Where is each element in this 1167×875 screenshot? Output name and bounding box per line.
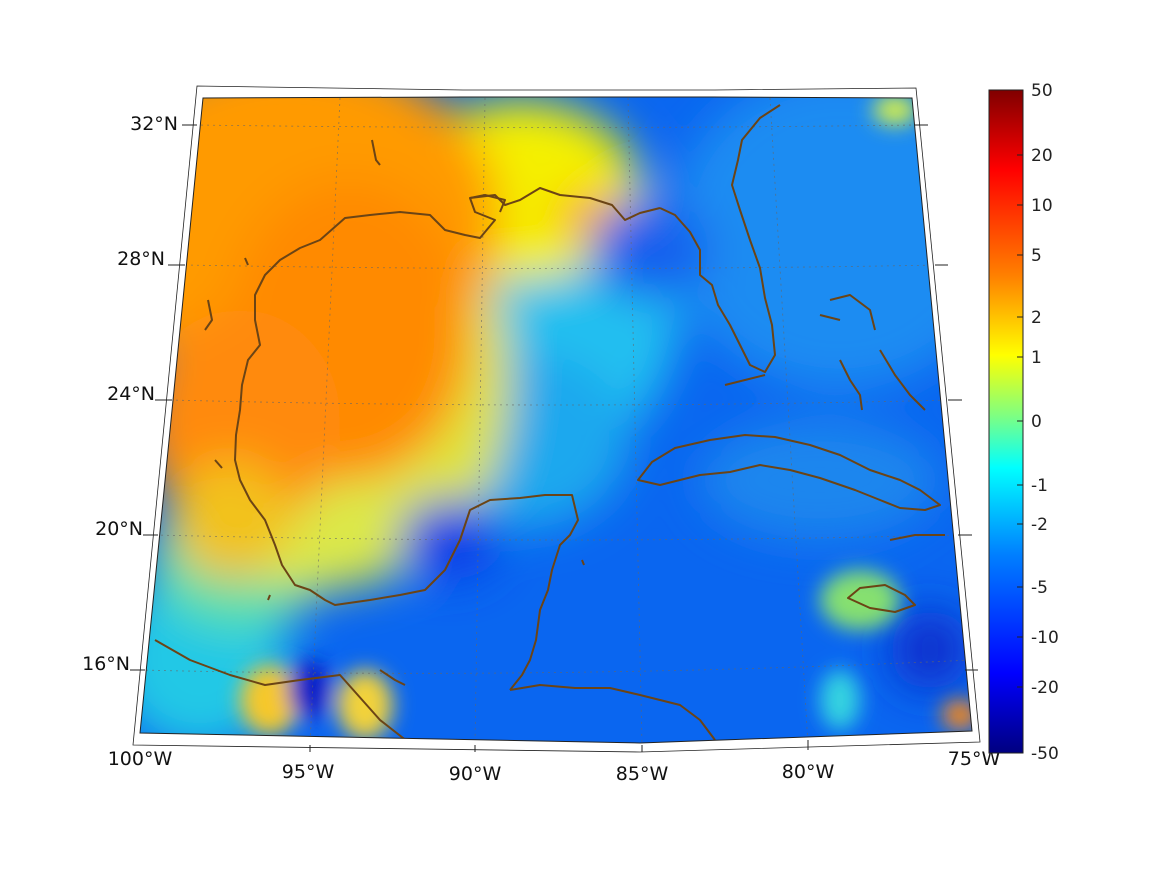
colorbar-tick: 50 (1031, 81, 1053, 101)
lat-label: 28°N (117, 248, 165, 270)
lat-label: 24°N (107, 383, 155, 405)
lon-label: 80°W (782, 761, 835, 783)
lon-label: 90°W (449, 763, 502, 785)
map-frame (139, 96, 973, 744)
coastlines (154, 104, 945, 743)
colorbar-tick: 2 (1031, 308, 1042, 328)
lon-label: 85°W (616, 763, 669, 785)
colorbar-tick: 1 (1031, 348, 1042, 368)
data-field (140, 97, 972, 743)
colorbar-tick: -10 (1031, 628, 1059, 648)
colorbar-tick: -1 (1031, 476, 1048, 496)
colorbar-tick: 0 (1031, 412, 1042, 432)
lat-label: 20°N (95, 518, 143, 540)
map-frame-outer (132, 85, 981, 753)
graticule (140, 97, 971, 743)
colorbar-tick: -50 (1031, 744, 1059, 764)
lon-label: 75°W (948, 748, 1001, 770)
lat-label: 32°N (130, 113, 178, 135)
lat-label: 16°N (82, 653, 130, 675)
colorbar-tick: -5 (1031, 578, 1048, 598)
colorbar-tick: 5 (1031, 246, 1042, 266)
colorbar: 50 20 10 5 2 1 0 -1 -2 -5 -10 -20 -50 (988, 81, 1059, 764)
colorbar-tick: -2 (1031, 515, 1048, 535)
lon-label: 100°W (108, 748, 173, 770)
colorbar-tick: 20 (1031, 146, 1053, 166)
colorbar-tick: -20 (1031, 678, 1059, 698)
frame-ticks (130, 124, 978, 752)
colorbar-tick: 10 (1031, 196, 1053, 216)
lon-label: 95°W (282, 761, 335, 783)
